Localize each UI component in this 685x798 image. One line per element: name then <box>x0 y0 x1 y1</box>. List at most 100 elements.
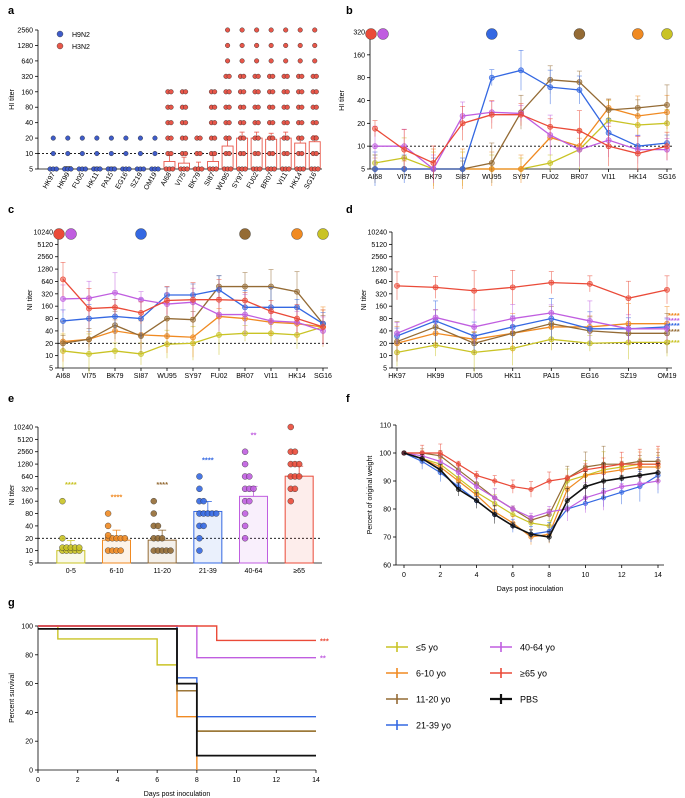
x-tick-label: HK97 <box>388 373 406 380</box>
data-point <box>284 73 290 79</box>
data-point <box>225 58 231 64</box>
y-tick-label: 5 <box>29 167 33 174</box>
data-point <box>637 472 643 478</box>
x-tick-label: SG16 <box>314 373 332 380</box>
panel-letter: a <box>8 5 15 17</box>
x-tick-label: 40-64 <box>245 568 263 575</box>
panel-letter: b <box>346 5 353 17</box>
y-tick-label: 10 <box>45 353 53 360</box>
data-point <box>586 280 593 287</box>
data-point <box>152 151 158 157</box>
data-point <box>287 423 294 431</box>
data-point <box>299 135 305 141</box>
data-point <box>286 166 292 172</box>
panel-letter: g <box>8 597 15 609</box>
y-tick-label: 100 <box>21 624 33 631</box>
x-tick-label: PA15 <box>101 171 115 189</box>
data-point <box>196 485 203 493</box>
data-point <box>291 485 299 493</box>
y-tick-label: 40 <box>357 98 365 105</box>
data-point <box>155 166 161 172</box>
data-point <box>459 166 466 172</box>
significance-label: **** <box>156 480 168 489</box>
data-point <box>372 143 378 150</box>
data-point <box>168 89 174 95</box>
data-point <box>492 478 498 484</box>
y-tick-label: 1280 <box>17 462 33 469</box>
data-point <box>509 315 516 322</box>
x-tick-label: HK11 <box>86 171 101 189</box>
y-tick-label: 2560 <box>371 254 387 261</box>
panel-letter: f <box>346 393 350 405</box>
data-point <box>241 448 249 455</box>
panel-letter: d <box>346 204 353 216</box>
data-point <box>313 151 319 157</box>
data-point <box>239 58 245 64</box>
data-point <box>655 470 661 476</box>
legend-label: ≥65 yo <box>520 669 547 679</box>
y-tick-label: 320 <box>41 291 53 298</box>
panel-letter: c <box>8 204 14 216</box>
data-point <box>270 89 276 95</box>
y-tick-label: 10240 <box>14 425 34 432</box>
x-tick-label: WU95 <box>216 171 232 191</box>
panel-d: 10240 5120 2560 1280 640 320 160 80 40 20 10 5 NI ti… <box>361 230 680 381</box>
y-tick-label: 5120 <box>371 242 387 249</box>
data-point <box>510 506 516 512</box>
data-point <box>225 27 231 33</box>
y-tick-label: 20 <box>25 536 33 543</box>
y-axis-label: HI titer <box>339 90 346 111</box>
data-point <box>634 150 641 157</box>
data-point <box>664 143 670 150</box>
antigen-marker <box>661 28 673 40</box>
data-point <box>255 120 261 126</box>
x-tick-label: 12 <box>618 572 626 579</box>
data-point <box>488 74 495 81</box>
data-point <box>455 486 461 492</box>
data-point <box>492 512 498 518</box>
x-tick-label: BR07 <box>571 174 589 181</box>
data-point <box>183 135 189 141</box>
data-point <box>141 166 147 172</box>
x-tick-label: BK79 <box>425 174 442 181</box>
data-point <box>546 478 552 484</box>
data-point <box>300 166 306 172</box>
data-point <box>241 460 249 468</box>
x-tick-label: 0 <box>402 572 406 579</box>
data-point <box>312 27 318 33</box>
antigen-marker <box>573 28 586 40</box>
data-point <box>394 330 400 337</box>
data-point <box>287 497 294 505</box>
y-tick-label: 10 <box>25 548 33 555</box>
series-line <box>396 323 667 344</box>
data-point <box>150 510 157 517</box>
data-point <box>226 89 232 95</box>
data-point <box>295 460 303 468</box>
data-point <box>126 166 132 172</box>
y-tick-label: 10 <box>379 353 387 360</box>
x-tick-label: 10 <box>233 777 241 784</box>
legend-label: 6-10 yo <box>416 669 446 679</box>
data-point <box>625 295 632 302</box>
data-point <box>213 510 220 517</box>
x-tick-label: SG16 <box>303 171 318 190</box>
significance-label: **** <box>111 493 123 502</box>
data-point <box>86 305 92 312</box>
x-tick-label: WU95 <box>482 174 502 181</box>
data-point <box>239 42 245 48</box>
data-point <box>121 535 129 542</box>
data-point <box>634 104 641 111</box>
y-tick-label: 320 <box>375 291 387 298</box>
significance-label: **** <box>668 327 680 336</box>
data-point <box>510 523 516 529</box>
series-line <box>396 281 668 299</box>
data-point <box>283 27 289 33</box>
antigen-marker <box>632 28 644 40</box>
x-tick-label: 10 <box>582 572 590 579</box>
data-point <box>619 475 625 481</box>
data-point <box>255 73 261 79</box>
panel-letter: e <box>8 393 14 405</box>
y-tick-label: 320 <box>21 74 33 81</box>
legend-label: H3N2 <box>72 44 90 51</box>
